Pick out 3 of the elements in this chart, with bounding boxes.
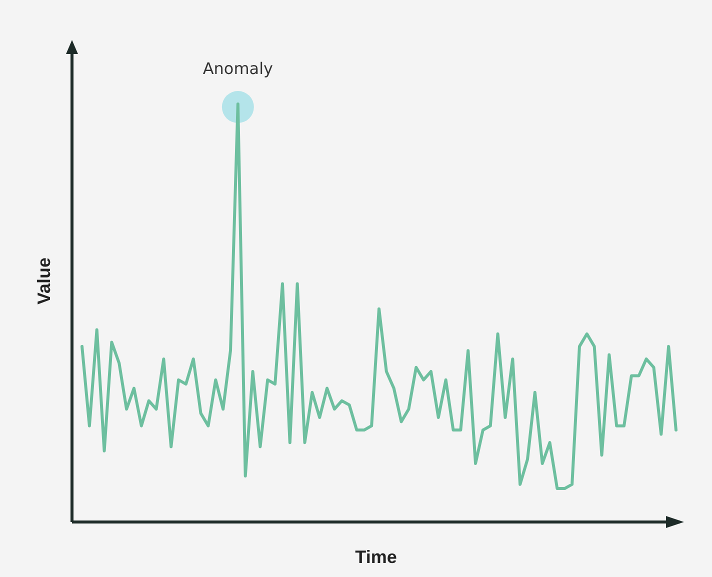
y-axis-title: Value — [34, 257, 54, 305]
x-axis-title: Time — [355, 547, 397, 567]
annotation: Anomaly — [202, 59, 274, 78]
